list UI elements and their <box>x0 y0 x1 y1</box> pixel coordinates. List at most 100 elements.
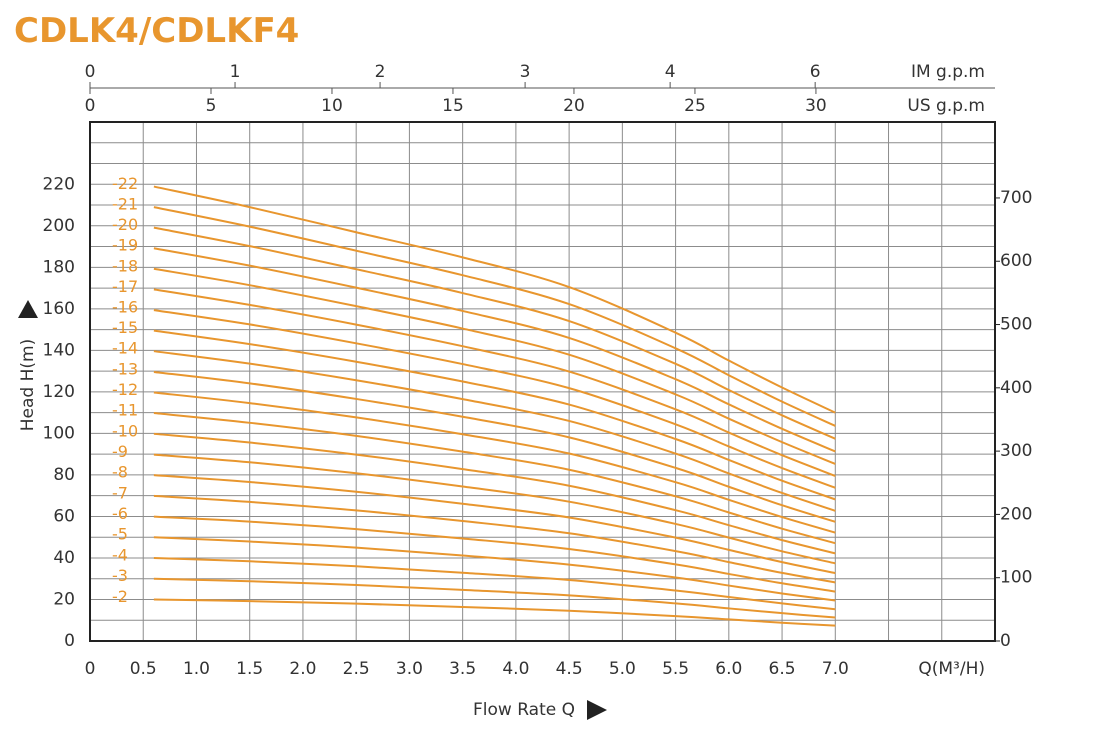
y-arrow <box>18 300 38 318</box>
y2-tick-label: 100 <box>1000 568 1032 588</box>
y-tick-label: 60 <box>53 506 75 526</box>
x-arrow <box>587 700 607 720</box>
x-unit-label: Q(M³/H) <box>918 659 985 679</box>
y2-tick-label: 500 <box>1000 315 1032 335</box>
top-tick-label: 15 <box>442 96 464 116</box>
curve <box>153 370 836 523</box>
top-tick-label: 1 <box>230 62 241 82</box>
plot-frame <box>89 121 996 642</box>
curve-label: -22 <box>112 174 138 193</box>
curve <box>153 288 836 477</box>
top-tick-label: 6 <box>810 62 821 82</box>
y-tick-label: 100 <box>43 423 75 443</box>
curve-label: -21 <box>112 195 138 214</box>
curve <box>153 226 836 440</box>
curve <box>153 453 836 565</box>
y2-tick-label: 300 <box>1000 441 1032 461</box>
curve <box>153 185 836 414</box>
top-tick-label: 30 <box>805 96 827 116</box>
curve <box>153 494 836 584</box>
y-tick-label: 120 <box>43 382 75 402</box>
curve-label: -20 <box>112 215 138 234</box>
y-tick-label: 220 <box>43 174 75 194</box>
top-tick-label: 2 <box>375 62 386 82</box>
curve <box>153 432 836 555</box>
x-tick-label: 4.0 <box>502 659 529 679</box>
y2-tick-label: 700 <box>1000 188 1032 208</box>
x-tick-label: 7.0 <box>822 659 849 679</box>
y-tick-label: 20 <box>53 589 75 609</box>
x-tick-label: 1.0 <box>183 659 210 679</box>
curve <box>153 474 836 575</box>
top-tick-label: 3 <box>520 62 531 82</box>
y-tick-label: 200 <box>43 216 75 236</box>
x-tick-label: 4.5 <box>556 659 583 679</box>
curve <box>153 391 836 534</box>
x-tick-label: 6.0 <box>715 659 742 679</box>
curve-label: -15 <box>112 318 138 337</box>
curve-label: -3 <box>112 566 128 585</box>
x-tick-label: 2.0 <box>289 659 316 679</box>
x-tick-label: 0 <box>85 659 96 679</box>
curve-label: -19 <box>112 236 138 255</box>
y2-tick-label: 0 <box>1000 631 1011 651</box>
x-tick-label: 1.5 <box>236 659 263 679</box>
x-tick-label: 3.0 <box>396 659 423 679</box>
y-tick-label: 40 <box>53 548 75 568</box>
curve <box>153 412 836 545</box>
curve-label: -10 <box>112 421 138 440</box>
x-tick-label: 5.5 <box>662 659 689 679</box>
x-axis-title: Flow Rate Q <box>473 700 575 720</box>
y2-tick-label: 600 <box>1000 251 1032 271</box>
y-tick-label: 140 <box>43 340 75 360</box>
curve <box>153 247 836 453</box>
curve-label: -14 <box>112 339 138 358</box>
y-tick-label: 0 <box>64 631 75 651</box>
chart-title: CDLK4/CDLKF4 <box>14 11 299 51</box>
curve <box>153 556 836 611</box>
curve-label: -8 <box>112 463 128 482</box>
curve-label: -12 <box>112 380 138 399</box>
x-tick-label: 0.5 <box>130 659 157 679</box>
curve <box>153 350 836 512</box>
curve-label: -18 <box>112 256 138 275</box>
top-tick-label: 0 <box>85 62 96 82</box>
curve <box>153 267 836 465</box>
curve-label: -2 <box>112 587 128 606</box>
curve-label: -11 <box>112 401 138 420</box>
top-axis-title: IM g.p.m <box>911 62 985 82</box>
curve-label: -13 <box>112 359 138 378</box>
y-tick-label: 180 <box>43 257 75 277</box>
top-tick-label: 4 <box>665 62 676 82</box>
x-tick-label: 5.0 <box>609 659 636 679</box>
y-tick-label: 80 <box>53 465 75 485</box>
x-tick-label: 6.5 <box>769 659 796 679</box>
top-tick-label: 5 <box>206 96 217 116</box>
curve <box>153 598 836 627</box>
curve <box>153 309 836 489</box>
curve-label: -7 <box>112 483 128 502</box>
y2-tick-label: 400 <box>1000 378 1032 398</box>
curve <box>153 577 836 619</box>
top-tick-label: 20 <box>563 96 585 116</box>
curves <box>153 185 836 627</box>
curve-label: -5 <box>112 525 128 544</box>
curve <box>153 329 836 501</box>
curve <box>153 515 836 593</box>
curve <box>153 206 836 427</box>
curve-label: -9 <box>112 442 128 461</box>
curve <box>153 536 836 602</box>
y-axis-title: Head H(m) <box>18 339 38 431</box>
x-tick-label: 2.5 <box>343 659 370 679</box>
top-tick-label: 10 <box>321 96 343 116</box>
curve-label: -4 <box>112 545 128 564</box>
top-axis-title: US g.p.m <box>907 96 985 116</box>
y2-tick-label: 200 <box>1000 504 1032 524</box>
curve-label: -17 <box>112 277 138 296</box>
top-tick-label: 0 <box>85 96 96 116</box>
curve-label: -6 <box>112 504 128 523</box>
top-tick-label: 25 <box>684 96 706 116</box>
y-tick-label: 160 <box>43 299 75 319</box>
